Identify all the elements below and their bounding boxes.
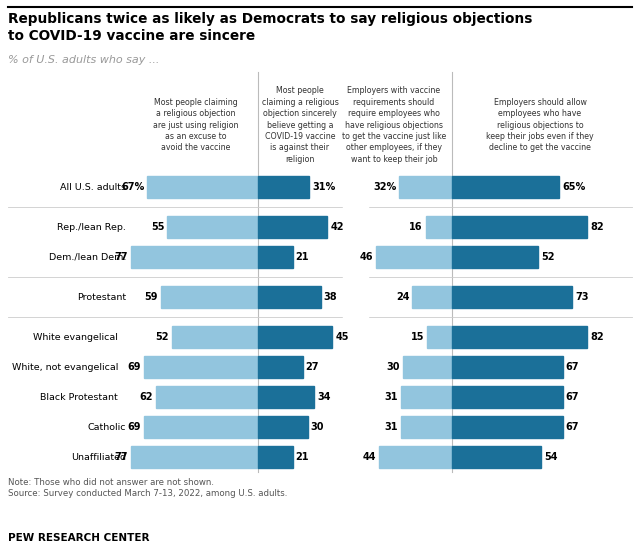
Text: 67: 67 [566,392,579,402]
Text: Protestant: Protestant [77,292,126,301]
Bar [258,246,292,268]
Text: 38: 38 [324,292,337,302]
Text: 65%: 65% [563,182,586,192]
Text: 46: 46 [360,252,373,262]
Text: 67%: 67% [121,182,145,192]
Bar [428,326,452,348]
Text: Unaffiliated: Unaffiliated [71,452,126,462]
Bar [452,286,572,308]
Text: 69: 69 [127,422,141,432]
Text: Most people claiming
a religious objection
are just using religion
as an excuse : Most people claiming a religious objecti… [153,98,239,153]
Text: 34: 34 [317,392,331,402]
Text: 82: 82 [590,222,604,232]
Text: Most people
claiming a religious
objection sincerely
believe getting a
COVID-19 : Most people claiming a religious objecti… [262,86,339,164]
Text: Note: Those who did not answer are not shown.: Note: Those who did not answer are not s… [8,478,214,487]
Bar [452,446,541,468]
Text: 82: 82 [590,332,604,342]
Bar [426,216,452,238]
Text: 59: 59 [144,292,157,302]
Bar [452,416,563,438]
Bar [452,216,588,238]
Bar [147,176,258,198]
Bar [401,386,452,408]
Bar [452,326,588,348]
Bar [167,216,258,238]
Bar [403,356,452,378]
Text: All U.S. adults: All U.S. adults [60,183,126,191]
Text: 52: 52 [156,332,169,342]
Text: Employers should allow
employees who have
religious objections to
keep their job: Employers should allow employees who hav… [486,98,594,153]
Text: % of U.S. adults who say ...: % of U.S. adults who say ... [8,55,159,65]
Text: 31: 31 [385,422,398,432]
Text: 27: 27 [305,362,319,372]
Text: PEW RESEARCH CENTER: PEW RESEARCH CENTER [8,533,150,543]
Text: White evangelical: White evangelical [33,332,118,341]
Text: 77: 77 [115,452,128,462]
Text: 32%: 32% [373,182,396,192]
Text: Republicans twice as likely as Democrats to say religious objections
to COVID-19: Republicans twice as likely as Democrats… [8,12,532,43]
Bar [452,176,559,198]
Bar [258,356,303,378]
Text: 55: 55 [151,222,164,232]
Text: Catholic: Catholic [88,422,126,431]
Bar [401,416,452,438]
Text: 21: 21 [296,452,309,462]
Bar [380,446,452,468]
Text: 42: 42 [330,222,344,232]
Text: 30: 30 [310,422,324,432]
Text: 54: 54 [544,452,557,462]
Bar [342,72,367,472]
Bar [161,286,258,308]
Bar [452,246,538,268]
Bar [258,386,314,408]
Bar [172,326,258,348]
Text: Black Protestant: Black Protestant [40,392,118,401]
Text: 67: 67 [566,362,579,372]
Bar [452,356,563,378]
Text: 21: 21 [296,252,309,262]
Text: Source: Survey conducted March 7-13, 2022, among U.S. adults.: Source: Survey conducted March 7-13, 202… [8,489,287,498]
Bar [258,286,321,308]
Bar [258,216,327,238]
Bar [131,446,258,468]
Text: 31%: 31% [312,182,335,192]
Bar [258,176,309,198]
Bar [144,356,258,378]
Text: 69: 69 [127,362,141,372]
Text: 31: 31 [385,392,398,402]
Text: 44: 44 [363,452,376,462]
Bar [156,386,258,408]
Bar [412,286,452,308]
Text: 30: 30 [386,362,399,372]
Text: White, not evangelical: White, not evangelical [12,362,118,371]
Bar [258,416,307,438]
Text: Rep./lean Rep.: Rep./lean Rep. [57,223,126,231]
Text: 52: 52 [541,252,554,262]
Text: Dem./lean Dem.: Dem./lean Dem. [49,253,126,261]
Bar [399,176,452,198]
Text: 24: 24 [396,292,410,302]
Bar [258,446,292,468]
Text: 15: 15 [411,332,424,342]
Bar [452,386,563,408]
Text: Employers with vaccine
requirements should
require employees who
have religious : Employers with vaccine requirements shou… [342,86,446,164]
Bar [131,246,258,268]
Text: 45: 45 [335,332,349,342]
Bar [144,416,258,438]
Text: 67: 67 [566,422,579,432]
Text: 16: 16 [409,222,422,232]
Text: 73: 73 [575,292,589,302]
Bar [376,246,452,268]
Bar [258,326,332,348]
Text: 77: 77 [115,252,128,262]
Text: 62: 62 [140,392,153,402]
